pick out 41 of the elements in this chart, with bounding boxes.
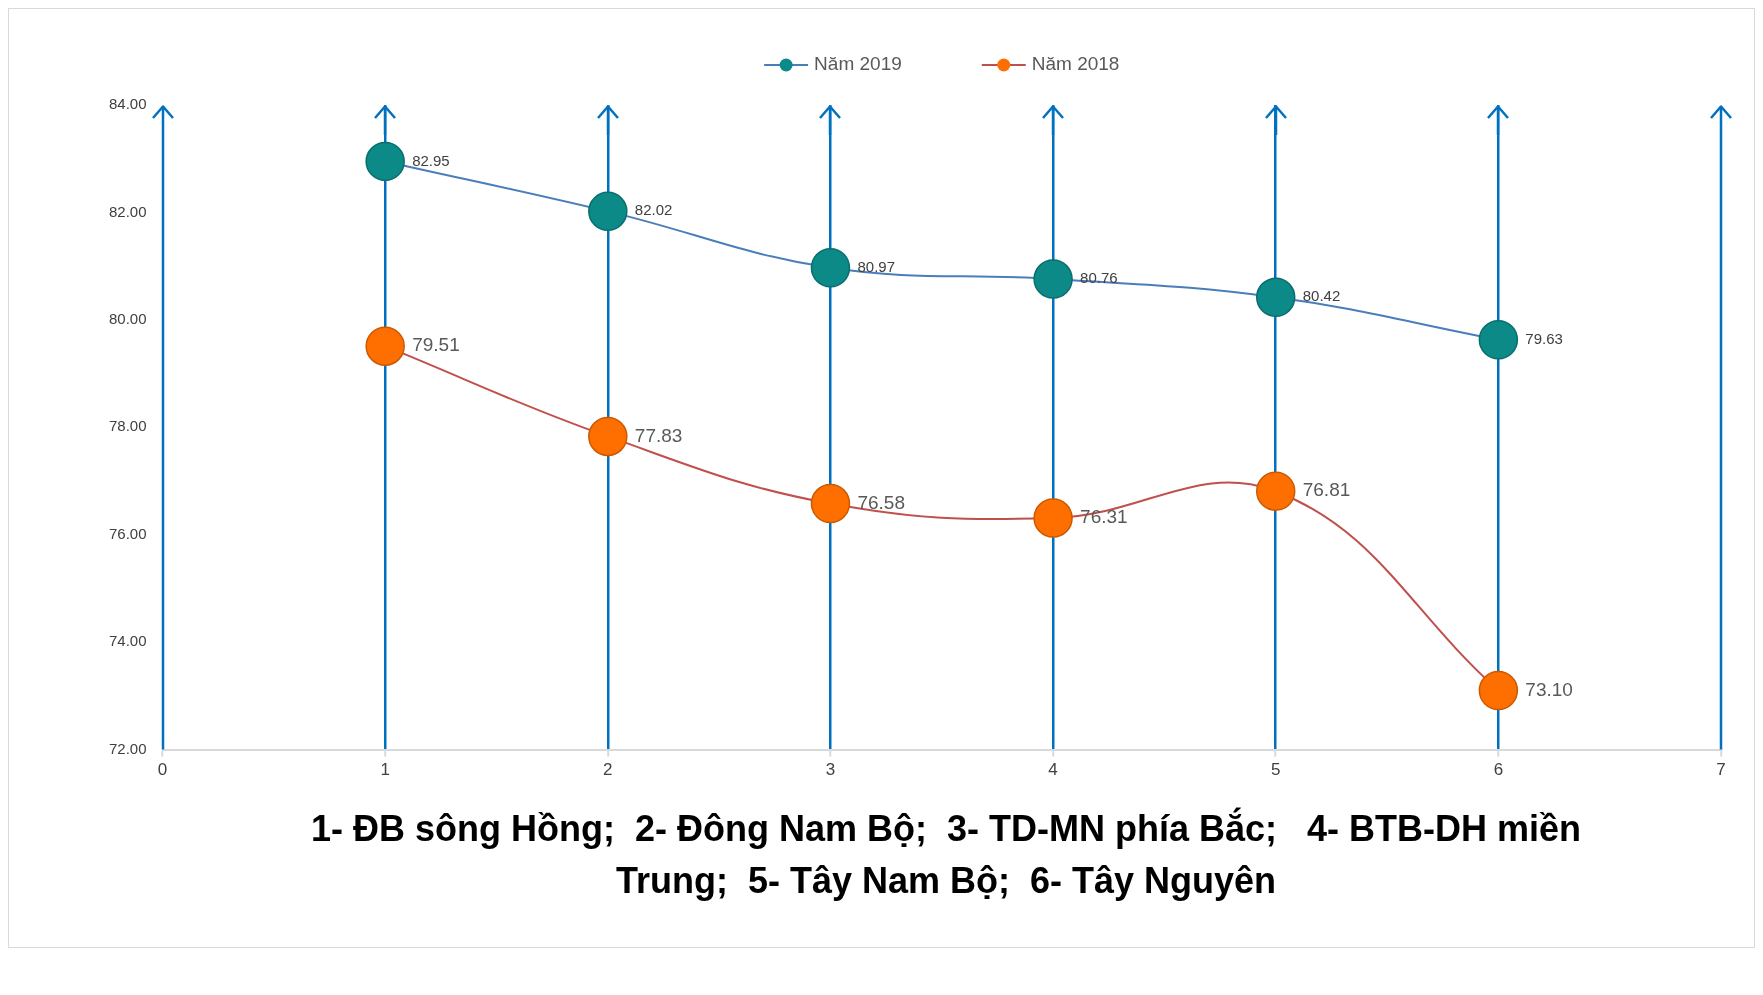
x-tick-label: 0: [157, 760, 168, 780]
x-tick-label: 1: [380, 760, 390, 780]
data-label: 80.97: [857, 257, 895, 275]
point: [588, 416, 628, 457]
x-tick-label: 7: [1716, 760, 1726, 780]
point: [588, 191, 628, 232]
x-tick-label: 3: [825, 760, 836, 780]
y-tick-label: 82.00: [108, 202, 147, 220]
y-tick-label: 84.00: [108, 95, 147, 113]
data-label: 76.58: [857, 491, 905, 513]
point: [365, 326, 405, 366]
point: [810, 483, 851, 524]
data-label: 80.42: [1302, 287, 1341, 305]
y-tick-label: 80.00: [108, 310, 147, 328]
point: [810, 248, 851, 288]
y-tick-label: 72.00: [108, 739, 147, 757]
point: [1033, 259, 1073, 299]
data-label: 79.51: [412, 334, 460, 356]
data-label: 82.02: [634, 201, 673, 219]
data-label: 79.63: [1525, 329, 1563, 347]
x-tick-label: 5: [1270, 760, 1281, 780]
point: [1478, 319, 1519, 360]
x-axis-title: 1- ĐB sông Hồng; 2- Đông Nam Bộ; 3- TD-MN phía Bắc; 4- BTB-DH miền Trung; 5- Tây Nam Bộ; 6- Tây Nguyên: [310, 806, 1582, 903]
y-tick-label: 76.00: [108, 524, 147, 542]
point: [1478, 670, 1519, 711]
data-label: 73.10: [1525, 678, 1573, 700]
data-label: 76.31: [1080, 506, 1128, 528]
data-label: 77.83: [634, 424, 683, 446]
point: [365, 141, 405, 182]
y-tick-label: 78.00: [108, 417, 147, 435]
data-label: 82.95: [412, 151, 450, 169]
x-tick-label: 4: [1048, 760, 1058, 780]
legend-label: Năm 2019: [814, 53, 902, 75]
point: [1255, 471, 1296, 511]
y-tick-label: 74.00: [108, 632, 147, 650]
point: [1033, 498, 1073, 538]
data-label: 76.81: [1302, 479, 1351, 501]
x-tick-label: 2: [603, 760, 613, 780]
point: [1255, 277, 1296, 318]
legend-label: Năm 2018: [1031, 53, 1120, 75]
x-tick-label: 6: [1493, 760, 1504, 780]
